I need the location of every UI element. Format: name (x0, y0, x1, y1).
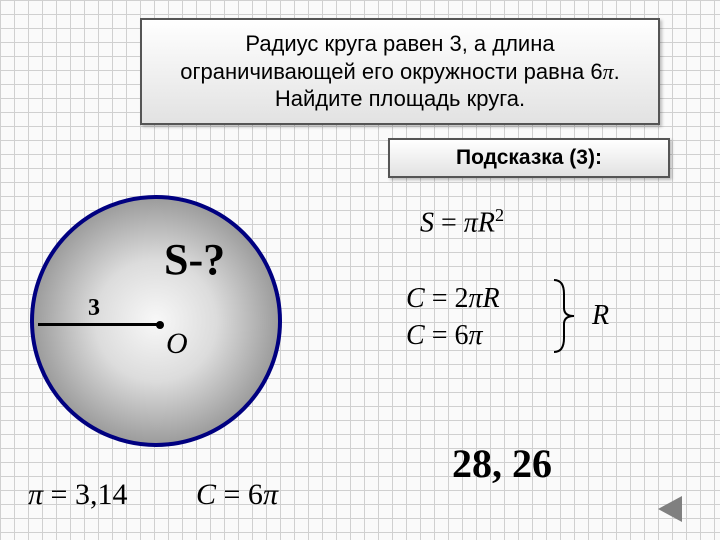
problem-line2: ограничивающей его окружности равна 6π. … (162, 58, 638, 86)
circle: 3 S-? О (30, 195, 282, 447)
radius-label: 3 (88, 295, 100, 322)
problem-line1: Радиус круга равен 3, а длина (162, 30, 638, 58)
problem-box: Радиус круга равен 3, а длина ограничива… (140, 18, 660, 125)
formula-pi-value: π = 3,14 (28, 478, 127, 512)
radius-line (38, 323, 160, 326)
brace-icon (550, 278, 576, 354)
formula-area: S = πR2 (420, 205, 504, 239)
formula-c-6pi-bottom: C = 6π (196, 478, 278, 512)
answer: 28, 26 (452, 440, 552, 487)
formula-c-2piR: C = 2πR (406, 283, 500, 315)
center-dot (156, 321, 164, 329)
circle-figure: 3 S-? О (30, 195, 282, 447)
problem-line3: Найдите площадь круга. (162, 85, 638, 113)
s-question-label: S-? (164, 234, 225, 285)
formula-R: R (592, 300, 609, 332)
hint-label: Подсказка (3): (456, 146, 602, 169)
formula-c-6pi: C = 6π (406, 320, 483, 352)
center-label: О (166, 327, 188, 361)
nav-back-icon[interactable] (652, 492, 686, 526)
hint-box[interactable]: Подсказка (3): (388, 138, 670, 178)
